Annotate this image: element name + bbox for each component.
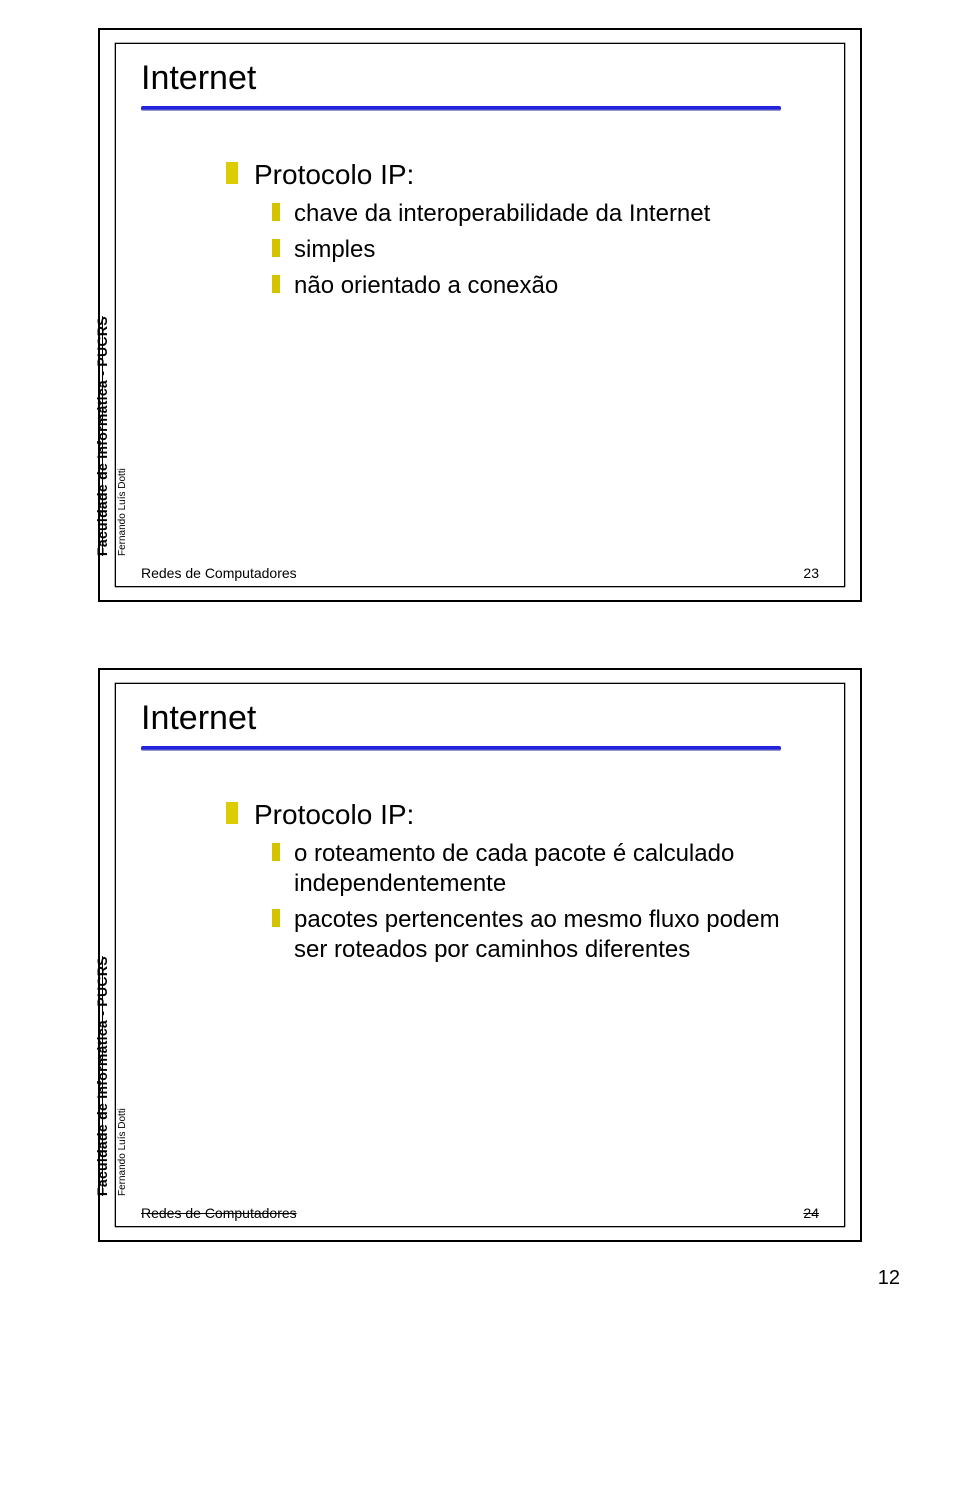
side-institution: Faculdade de Informática - PUCRS [94,316,110,556]
side-author: Fernando Luís Dotti [117,468,128,556]
side-institution-text: Faculdade de Informática - PUCRS [94,316,110,556]
bullet-level2: não orientado a conexão [272,271,814,301]
slide-inner: Internet Protocolo IP: chave da interope… [116,44,844,586]
bullet-level2: o roteamento de cada pacote é calculado … [272,839,814,899]
side-institution: Faculdade de Informática - PUCRS [94,956,110,1196]
footer-left: Redes de Computadores [141,1205,297,1221]
title-underline [141,106,781,111]
slide-content: Protocolo IP: chave da interoperabilidad… [226,159,814,307]
bullet-text: Protocolo IP: [254,799,414,831]
sub-bullet-text: não orientado a conexão [294,271,558,301]
footer-right: 24 [803,1205,819,1221]
bullet-icon [226,162,238,184]
slide-frame: Internet Protocolo IP: o roteamento de c… [100,670,860,1240]
dash-icon [272,275,280,293]
bullet-level1: Protocolo IP: [226,159,814,191]
slide-frame: Internet Protocolo IP: chave da interope… [100,30,860,600]
bullet-level2: simples [272,235,814,265]
bullet-level1: Protocolo IP: [226,799,814,831]
page-number: 12 [878,1267,900,1290]
sub-bullet-text: o roteamento de cada pacote é calculado … [294,839,814,899]
footer-left: Redes de Computadores [141,565,297,581]
sub-bullet-text: chave da interoperabilidade da Internet [294,199,710,229]
bullet-level2: pacotes pertencentes ao mesmo fluxo pode… [272,905,814,965]
side-author: Fernando Luís Dotti [117,1108,128,1196]
dash-icon [272,909,280,927]
bullet-text: Protocolo IP: [254,159,414,191]
slide-content: Protocolo IP: o roteamento de cada pacot… [226,799,814,971]
side-institution-text: Faculdade de Informática - PUCRS [94,956,110,1196]
slide-gap [50,600,910,670]
dash-icon [272,239,280,257]
page-container: Internet Protocolo IP: chave da interope… [0,0,960,1310]
dash-icon [272,203,280,221]
slide-inner: Internet Protocolo IP: o roteamento de c… [116,684,844,1226]
slide-title: Internet [141,699,256,738]
title-underline [141,746,781,751]
sub-bullet-text: pacotes pertencentes ao mesmo fluxo pode… [294,905,814,965]
dash-icon [272,843,280,861]
bullet-level2: chave da interoperabilidade da Internet [272,199,814,229]
bullet-icon [226,802,238,824]
footer-right: 23 [803,565,819,581]
slide-footer: Redes de Computadores 23 [141,565,819,581]
slide-footer: Redes de Computadores 24 [141,1205,819,1221]
sub-bullet-text: simples [294,235,375,265]
slide-title: Internet [141,59,256,98]
